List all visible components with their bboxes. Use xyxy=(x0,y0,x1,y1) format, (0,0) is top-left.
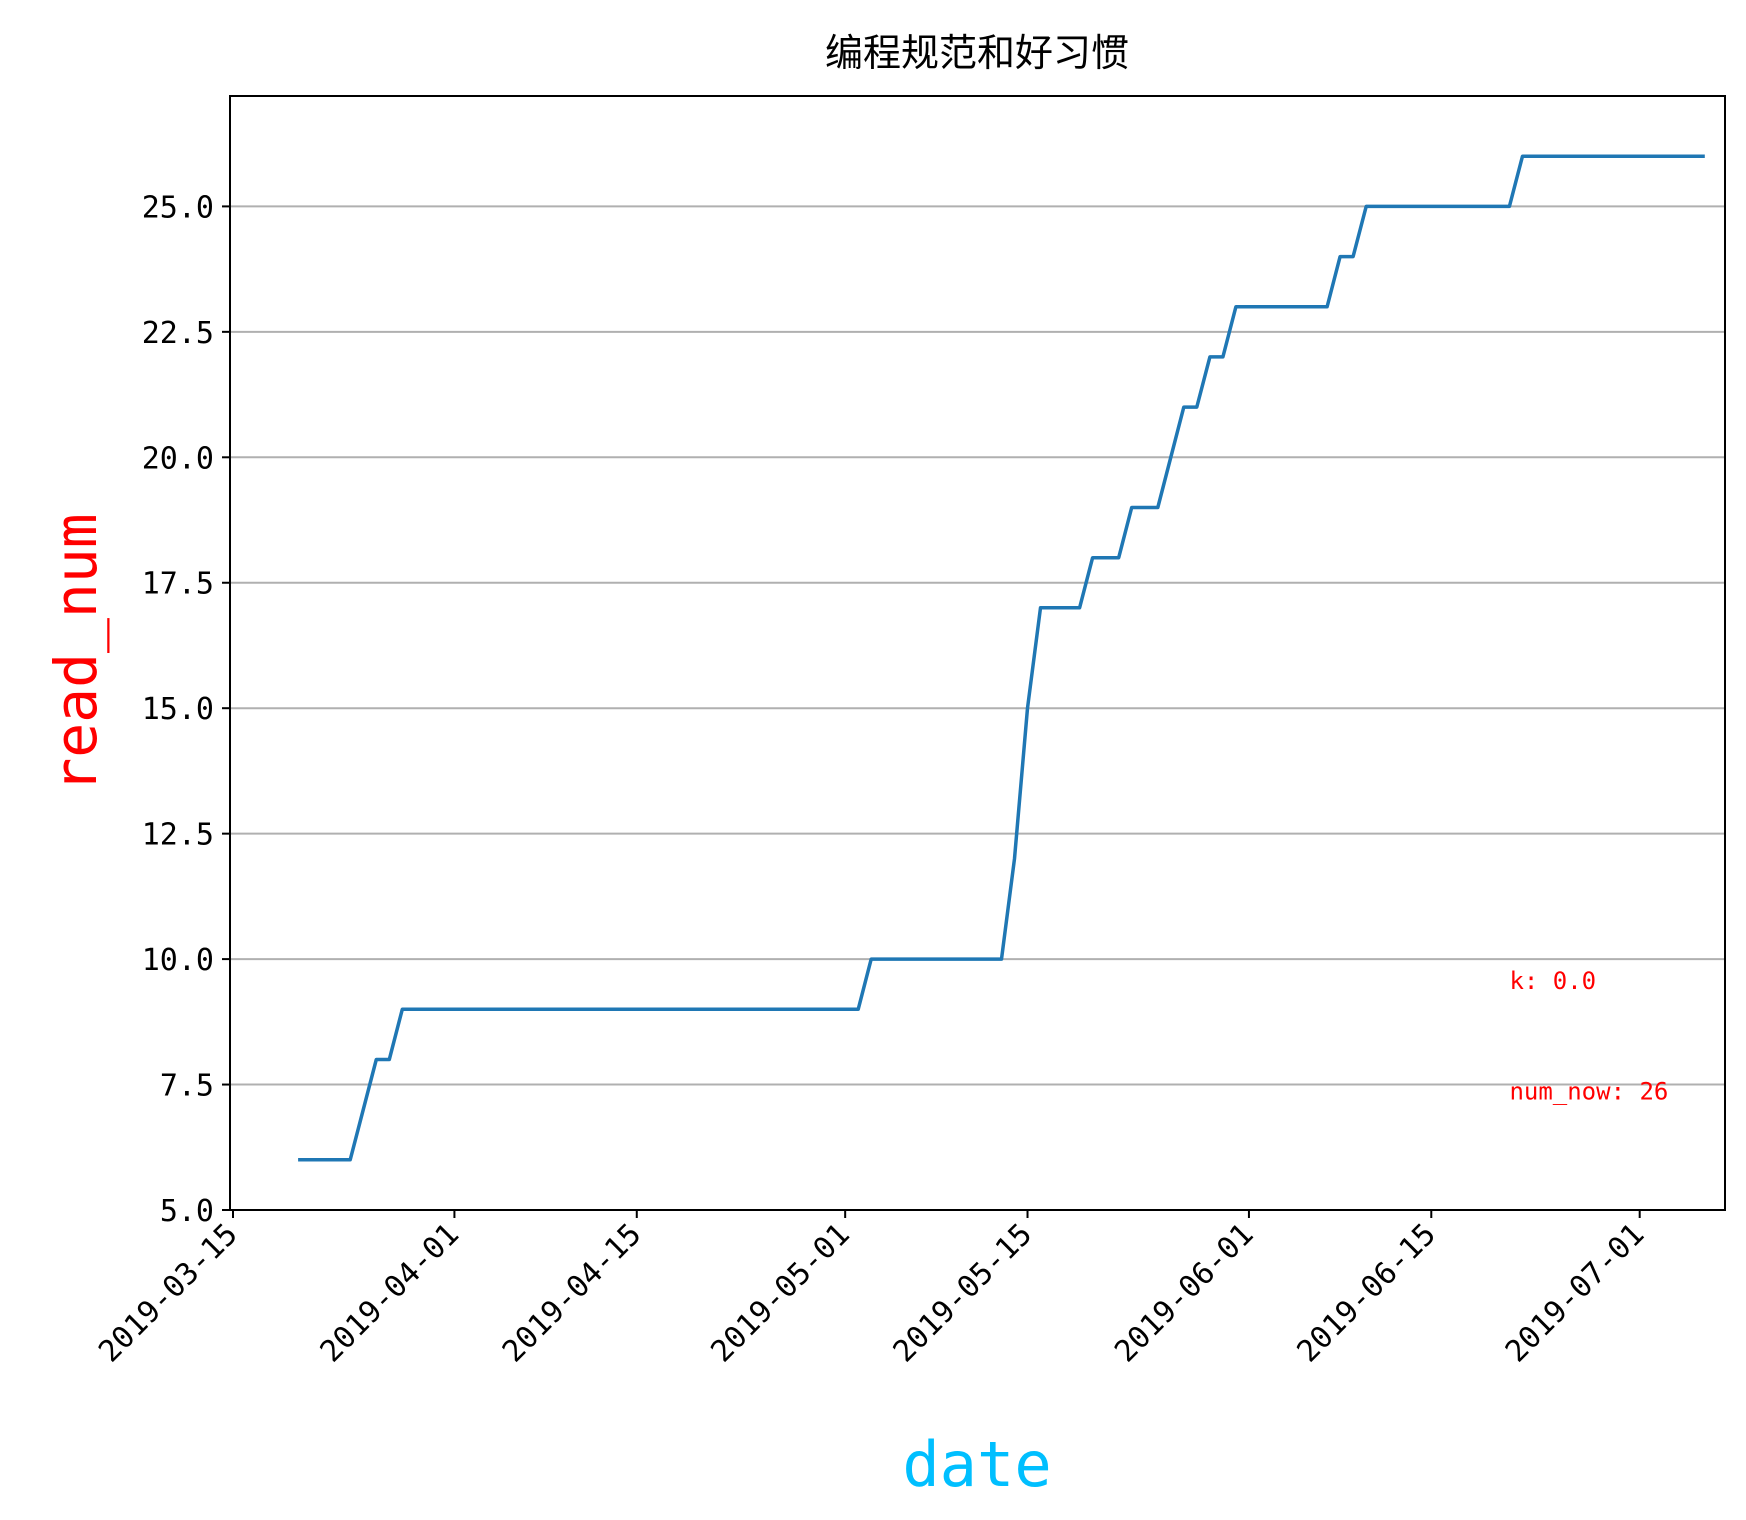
x-axis-label: date xyxy=(902,1428,1051,1501)
y-tick-label: 10.0 xyxy=(142,943,214,978)
y-axis: 5.0 7.5 10.0 12.5 15.0 17.5 20.0 22.5 25.0 xyxy=(142,190,230,1229)
chart-title: 编程规范和好习惯 xyxy=(825,31,1129,75)
y-tick-label: 12.5 xyxy=(142,818,214,853)
y-tick-label: 17.5 xyxy=(142,567,214,602)
y-axis-label: read_num xyxy=(42,513,110,792)
plot-frame xyxy=(229,95,1726,1211)
series-line xyxy=(298,154,1705,1162)
y-tick-label: 22.5 xyxy=(142,316,214,351)
y-tick-label: 5.0 xyxy=(160,1194,214,1229)
y-tick-label: 7.5 xyxy=(160,1069,214,1104)
line-layer xyxy=(298,154,1705,1162)
annotation-label: k: 0.0 xyxy=(1509,967,1596,995)
y-tick-label: 15.0 xyxy=(142,692,214,727)
y-tick-label: 20.0 xyxy=(142,441,214,476)
annotations: k: 0.0 num_now: 26 xyxy=(1509,967,1668,1105)
y-tick-label: 25.0 xyxy=(142,190,214,225)
annotation-label: num_now: 26 xyxy=(1509,1078,1668,1106)
grid-layer xyxy=(230,205,1725,1211)
